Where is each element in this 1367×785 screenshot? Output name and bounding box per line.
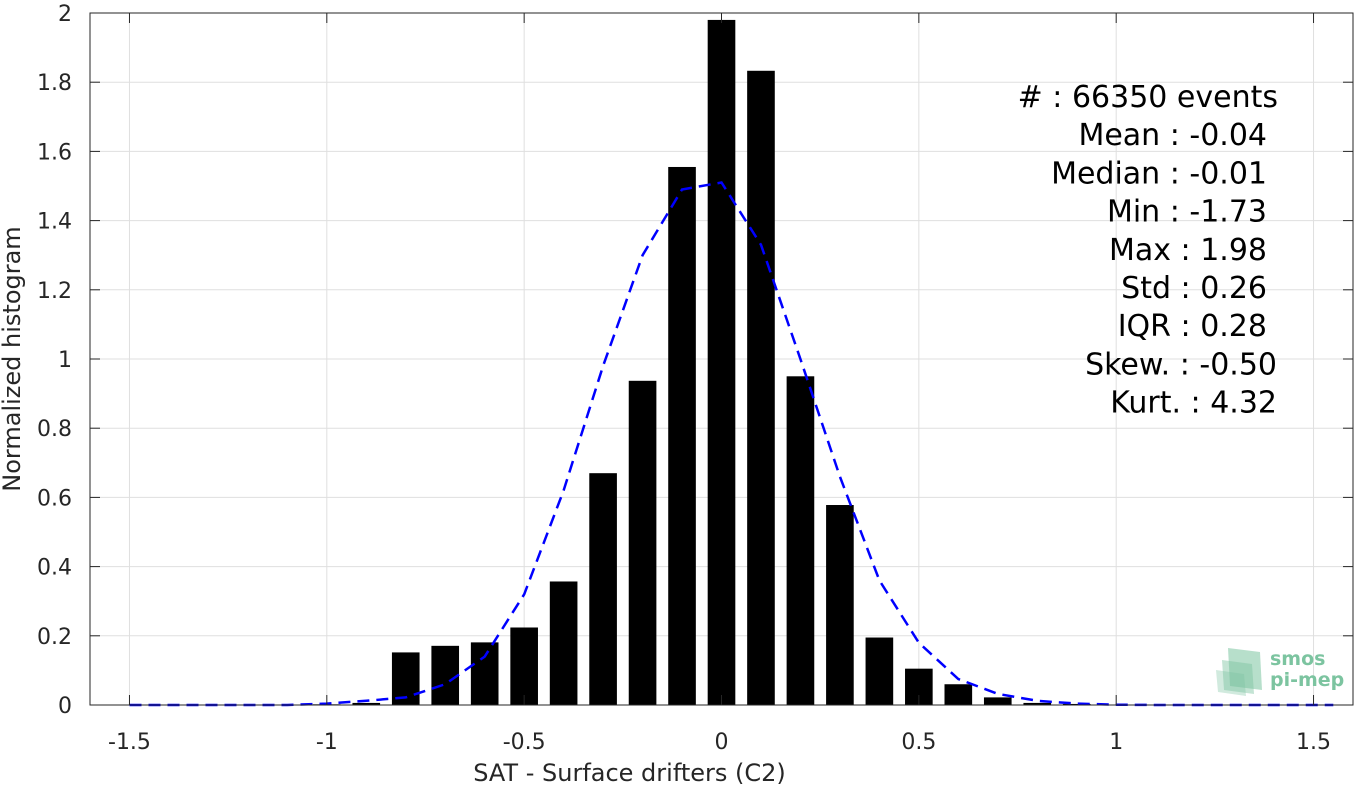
x-tick-label: -0.5 <box>503 730 546 755</box>
y-tick-label: 1.2 <box>37 279 72 304</box>
stats-line-count: # : 66350 events <box>1018 80 1278 115</box>
histogram-bar <box>510 627 538 705</box>
histogram-bar <box>431 645 460 705</box>
y-axis-label: Normalized histogram <box>0 226 26 491</box>
stats-line-iqr: IQR : 0.28 <box>1118 309 1267 344</box>
histogram-bar <box>628 380 657 705</box>
y-tick-label: 1.4 <box>37 210 72 235</box>
stats-line-skew: Skew. : -0.50 <box>1085 347 1277 382</box>
y-tick-label: 0.6 <box>37 486 72 511</box>
stats-line-std: Std : 0.26 <box>1121 271 1267 306</box>
y-tick-label: 0.4 <box>37 556 72 581</box>
logo-mark-icon <box>1216 648 1262 696</box>
histogram-bar <box>352 702 381 705</box>
y-tick-label: 1 <box>58 348 72 373</box>
bars <box>115 19 1131 706</box>
histogram-bar <box>668 166 696 706</box>
stats-block: # : 66350 events Mean : -0.04 Median : -… <box>1018 80 1278 421</box>
y-tick-label: 1.6 <box>37 140 72 165</box>
y-tick-label: 0 <box>58 694 72 719</box>
x-tick-label: -1 <box>316 730 338 755</box>
histogram-bar <box>1062 703 1091 705</box>
histogram-bar <box>786 376 815 705</box>
stats-line-kurt: Kurt. : 4.32 <box>1110 386 1277 421</box>
histogram-bar <box>747 70 775 706</box>
histogram-bar <box>944 684 973 705</box>
histogram-bar <box>470 642 499 705</box>
histogram-bar <box>865 637 894 705</box>
x-axis-label: SAT - Surface drifters (C2) <box>473 759 786 785</box>
y-tick-label: 0.2 <box>37 625 72 650</box>
y-tick-label: 2 <box>58 2 72 27</box>
histogram-bar <box>983 697 1012 705</box>
histogram-bar <box>589 473 617 705</box>
smos-pimep-logo: smos pi-mep <box>1216 648 1344 696</box>
stats-line-mean: Mean : -0.04 <box>1078 118 1267 153</box>
logo-text-pimep: pi-mep <box>1270 669 1344 691</box>
x-tick-label: 0.5 <box>901 730 936 755</box>
x-tick-label: 1 <box>1109 730 1123 755</box>
histogram-bar <box>707 19 736 706</box>
y-tick-label: 1.8 <box>37 71 72 96</box>
axis-ticks: -1.5 -1 -0.5 0 0.5 1 1.5 0 0.2 0.4 0.6 0.8 1 1.2 1.4 1.… <box>37 2 1353 755</box>
x-tick-label: 1.5 <box>1296 730 1331 755</box>
stats-line-median: Median : -0.01 <box>1051 156 1267 191</box>
x-tick-label: -1.5 <box>108 730 151 755</box>
logo-text-smos: smos <box>1270 648 1325 670</box>
x-tick-label: 0 <box>715 730 729 755</box>
histogram-bar <box>1023 702 1052 705</box>
stats-line-min: Min : -1.73 <box>1107 195 1267 230</box>
y-tick-label: 0.8 <box>37 417 72 442</box>
fit-curve-line <box>129 181 1334 707</box>
fit-curve <box>129 181 1334 707</box>
histogram-bar <box>826 505 854 705</box>
stats-line-max: Max : 1.98 <box>1109 233 1267 268</box>
histogram-bar <box>549 581 578 705</box>
